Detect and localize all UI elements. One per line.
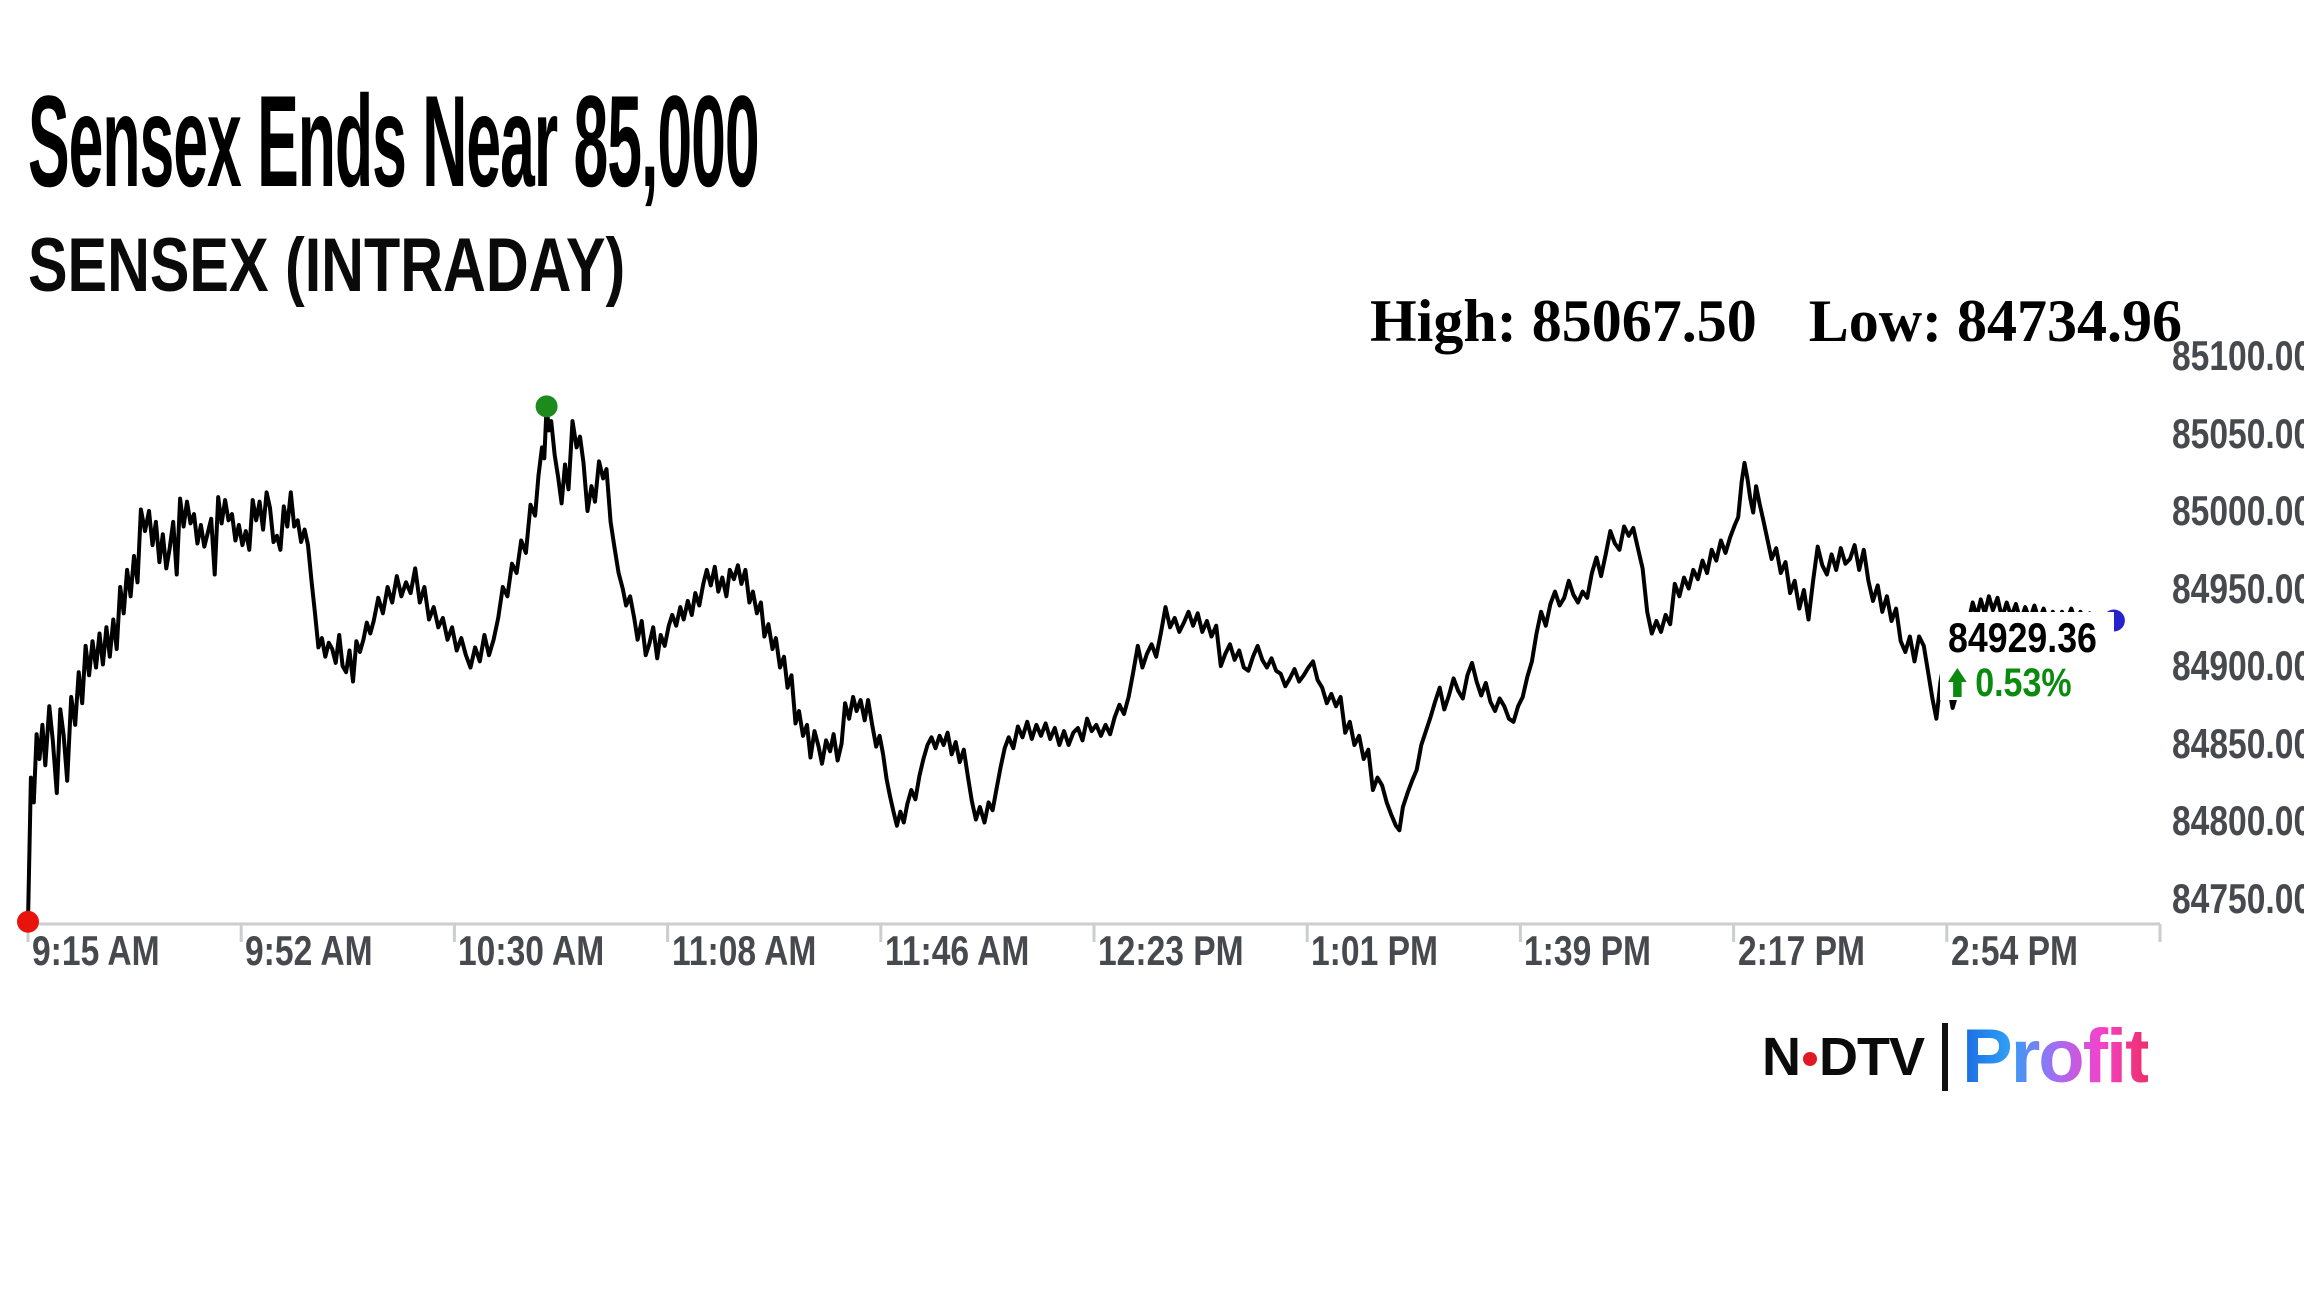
x-axis-label: 9:52 AM <box>245 927 373 974</box>
x-axis-label: 11:08 AM <box>671 927 817 974</box>
y-axis-label: 85050.00 <box>2172 409 2304 457</box>
x-axis-label: 10:30 AM <box>458 927 605 974</box>
ndtv-red-dot-icon <box>1803 1052 1817 1066</box>
x-axis-label: 12:23 PM <box>1098 927 1244 974</box>
last-price-value: 84929.36 <box>1948 614 2097 661</box>
low-value: 84734.96 <box>1957 288 2183 354</box>
up-arrow-icon <box>1948 668 1967 698</box>
ndtv-letters-dtv: DTV <box>1819 1027 1925 1087</box>
change-percent: 0.53% <box>1975 661 2072 706</box>
ndtv-wordmark: N DTV <box>1762 1026 1925 1088</box>
x-axis-label: 1:39 PM <box>1524 927 1652 974</box>
high-value: 85067.50 <box>1531 288 1757 354</box>
ndtv-letter-n: N <box>1762 1027 1801 1087</box>
x-axis-label: 11:46 AM <box>884 927 1030 974</box>
x-axis-label: 2:54 PM <box>1950 927 2078 974</box>
change-line: 0.53% <box>1948 662 2086 704</box>
price-line <box>26 404 2116 924</box>
y-axis-label: 84900.00 <box>2172 642 2304 689</box>
chart-subtitle: SENSEX (INTRADAY) <box>28 223 626 308</box>
y-axis-label: 84850.00 <box>2172 719 2304 767</box>
y-axis-label: 85000.00 <box>2172 487 2304 534</box>
x-axis-label: 9:15 AM <box>32 927 160 974</box>
logo-separator <box>1942 1023 1948 1091</box>
profit-wordmark: Profit <box>1962 1014 2150 1099</box>
open-low-marker <box>17 910 39 933</box>
low-label: Low: <box>1808 288 1943 354</box>
high-low-row: High: 85067.50 Low: 84734.96 <box>1370 288 2182 354</box>
x-axis-label: 2:17 PM <box>1737 927 1865 974</box>
last-trade-callout: 84929.36 0.53% <box>1940 612 2114 704</box>
y-axis-label: 84750.00 <box>2172 874 2304 922</box>
session-high-marker <box>535 395 558 418</box>
y-axis-label: 85100.00 <box>2172 332 2304 379</box>
x-axis-label: 1:01 PM <box>1311 927 1439 974</box>
y-axis-label: 84950.00 <box>2172 564 2304 612</box>
y-axis-label: 84800.00 <box>2172 797 2304 844</box>
page-title: Sensex Ends Near 85,000 <box>28 68 760 214</box>
high-label: High: <box>1370 288 1517 354</box>
ndtv-profit-logo: N DTV Profit <box>1762 1014 2150 1100</box>
